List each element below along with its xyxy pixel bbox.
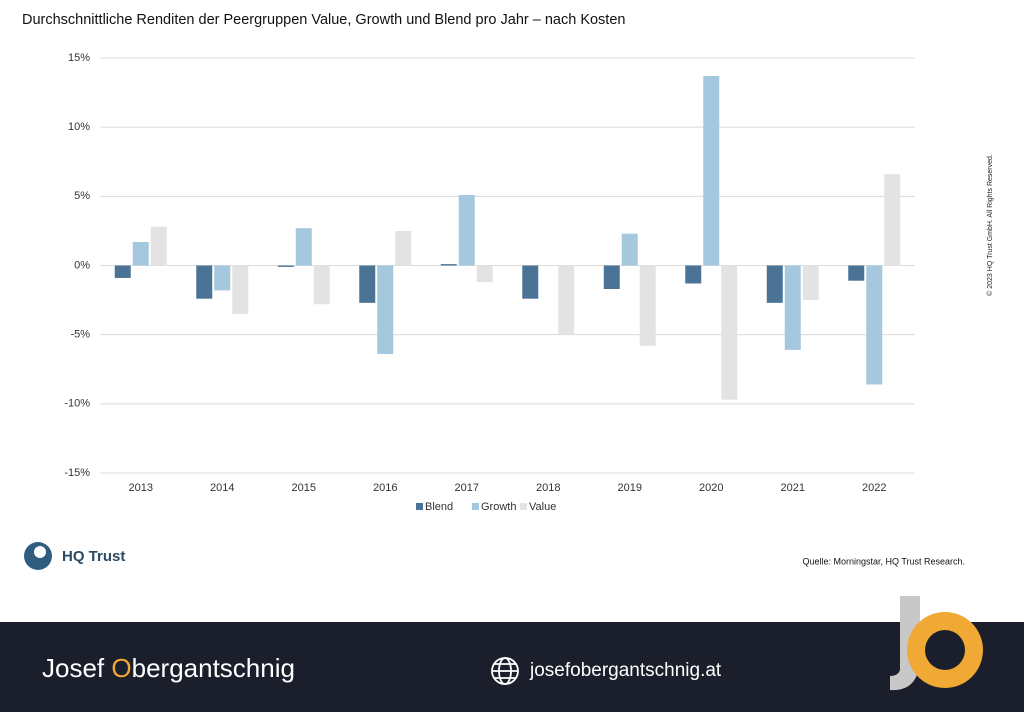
y-tick-label: -5% [70, 329, 90, 341]
legend-label: Growth [481, 501, 516, 513]
legend-label: Blend [425, 501, 453, 513]
bar [766, 265, 783, 303]
y-tick-label: -10% [64, 398, 90, 410]
y-tick-label: 0% [74, 259, 90, 271]
bar [866, 265, 883, 385]
x-tick-label: 2015 [292, 482, 316, 494]
bar [440, 264, 457, 266]
bar [214, 265, 231, 291]
bar [784, 265, 801, 350]
y-tick-label: 10% [68, 121, 90, 133]
x-tick-label: 2013 [129, 482, 153, 494]
legend-swatch [520, 503, 527, 510]
bar [721, 265, 738, 400]
bar [458, 194, 475, 266]
bar [884, 174, 901, 266]
bar [232, 265, 249, 314]
x-tick-label: 2018 [536, 482, 560, 494]
bar [377, 265, 394, 355]
bar [703, 75, 720, 266]
x-tick-label: 2017 [455, 482, 479, 494]
bar [639, 265, 656, 346]
logo-text: HQ Trust [62, 548, 125, 565]
bar [621, 233, 638, 266]
bar [476, 265, 493, 283]
footer-name: Josef Obergantschnig [42, 653, 295, 683]
jo-logo [890, 596, 983, 691]
x-tick-label: 2022 [862, 482, 886, 494]
bar [685, 265, 702, 284]
name-part: O [111, 653, 131, 683]
bar [603, 265, 620, 290]
logo-icon [34, 546, 46, 558]
bar [132, 241, 149, 266]
footer-band [0, 622, 1024, 712]
x-tick-label: 2020 [699, 482, 723, 494]
bar [558, 265, 575, 335]
logo: HQ Trust [24, 542, 125, 570]
name-part: Josef [42, 653, 111, 683]
legend-swatch [416, 503, 423, 510]
footer-website[interactable]: josefobergantschnig.at [529, 660, 722, 681]
bar [522, 265, 539, 299]
globe-icon [491, 657, 519, 685]
bar [196, 265, 213, 299]
legend-label: Value [529, 501, 556, 513]
chart-title: Durchschnittliche Renditen der Peergrupp… [22, 12, 625, 28]
bar [114, 265, 131, 278]
copyright: © 2023 HQ Trust GmbH. All Rights Reserve… [986, 154, 994, 296]
bar [150, 226, 167, 266]
bar [313, 265, 330, 305]
y-tick-label: 5% [74, 190, 90, 202]
x-tick-label: 2016 [373, 482, 397, 494]
legend-swatch [472, 503, 479, 510]
bar [359, 265, 376, 303]
x-tick-label: 2019 [618, 482, 642, 494]
x-tick-label: 2021 [781, 482, 805, 494]
y-tick-label: 15% [68, 52, 90, 64]
bar [848, 265, 865, 281]
name-part: bergantschnig [132, 653, 295, 683]
bar [802, 265, 819, 301]
bar [277, 265, 294, 267]
bar [295, 228, 312, 266]
y-tick-label: -15% [64, 467, 90, 479]
bar [395, 230, 412, 266]
source: Quelle: Morningstar, HQ Trust Research. [802, 556, 965, 566]
x-tick-label: 2014 [210, 482, 234, 494]
